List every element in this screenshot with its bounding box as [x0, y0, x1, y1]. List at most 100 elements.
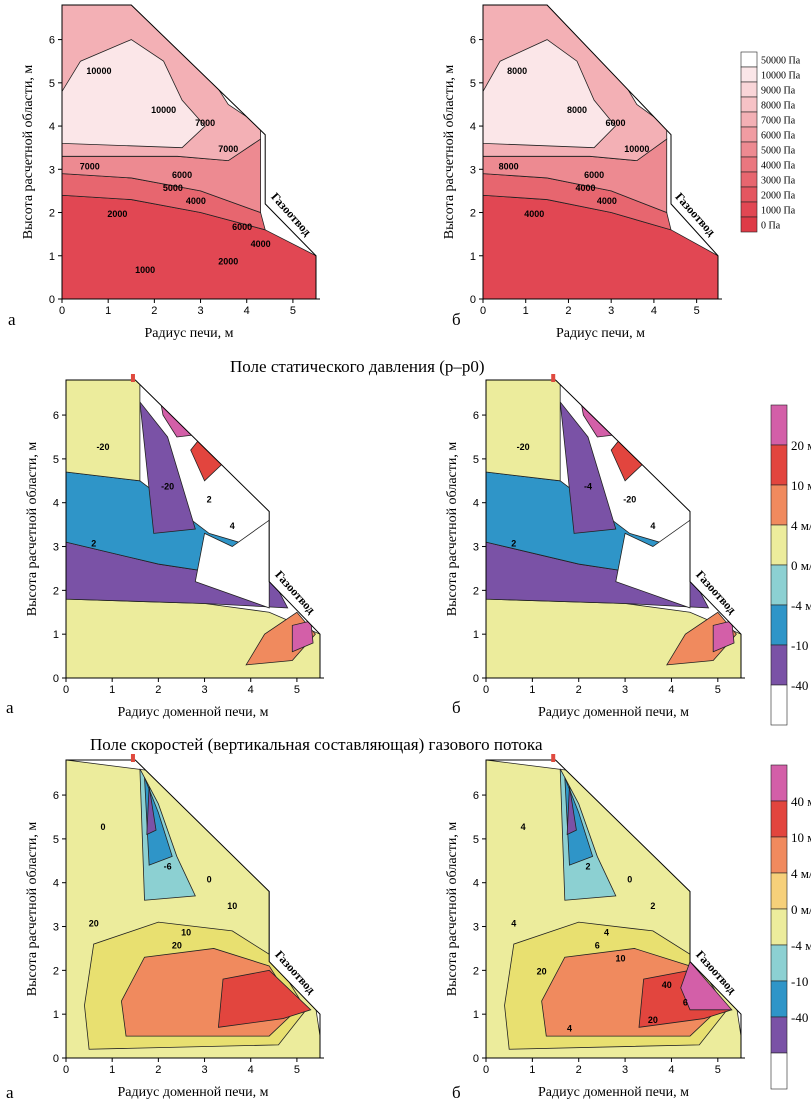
y-tick-label: 3 [470, 164, 476, 176]
furnace-outline [482, 4, 719, 300]
y-tick-label: 1 [470, 251, 476, 263]
x-axis-label: Радиус доменной печи, м [538, 1085, 689, 1100]
y-tick-label: 2 [473, 965, 479, 977]
contour-label: 4 [567, 1024, 572, 1034]
contour-band [217, 969, 312, 1028]
y-tick-label: 6 [53, 790, 59, 802]
contour-band [486, 380, 561, 482]
legend-swatch [770, 444, 788, 486]
contour-label: 20 [537, 967, 547, 977]
panel-0-0: 0 1 2 3 4 5 0 1 2 3 4 5 6 Радиус печи, м Высота расчет… [8, 4, 320, 341]
y-tick-label: 1 [53, 629, 59, 641]
contour-label: 2 [650, 901, 655, 911]
legend-label: -40 м/с [791, 1010, 811, 1025]
legend-swatch [770, 604, 788, 646]
x-tick-label: 5 [694, 305, 700, 317]
legend-swatch [740, 216, 758, 233]
legend-label: 7000 Па [761, 115, 796, 126]
legend-label: 3000 Па [761, 175, 796, 186]
contour-fill [66, 760, 320, 1058]
contour-band [194, 519, 270, 609]
contour-label: 8000 [499, 161, 519, 171]
x-axis-label: Радиус доменной печи, м [538, 705, 689, 720]
panel-letter: б [452, 310, 461, 329]
x-tick-label: 4 [668, 684, 674, 696]
furnace-outline [61, 4, 317, 300]
y-tick-label: 0 [473, 1053, 479, 1065]
legend-label: 4 м/с [791, 518, 811, 533]
legend-swatch [740, 66, 758, 83]
legend-swatch [770, 836, 788, 874]
y-tick-label: 4 [49, 121, 55, 133]
legend-swatch [770, 944, 788, 982]
panel-0-1: 0 1 2 3 4 5 0 1 2 3 4 5 6 Радиус печи, м Высота расчет… [442, 4, 722, 341]
contour-label: 1000 [135, 265, 155, 275]
y-tick-label: 5 [470, 78, 476, 90]
x-tick-label: 5 [715, 684, 721, 696]
contour-label: 2000 [218, 256, 238, 266]
legend-swatch [740, 141, 758, 158]
y-tick-label: 4 [473, 878, 479, 890]
contour-label: -20 [96, 442, 109, 452]
contour-band [559, 400, 617, 534]
x-tick-label: 0 [63, 684, 69, 696]
legend-swatch [770, 1052, 788, 1090]
legend-label: 2000 Па [761, 190, 796, 201]
x-axis-label: Радиус печи, м [144, 326, 233, 341]
contour-label: 4 [521, 822, 526, 832]
contour-label: 4000 [251, 239, 271, 249]
y-axis-label: Высота расчетной области, м [21, 65, 36, 240]
y-tick-label: 2 [49, 208, 55, 220]
contour-label: 6000 [172, 170, 192, 180]
panel-2-1: 0 1 2 3 4 5 0 1 2 3 4 5 6 Радиус доменной печи, м Высо… [445, 754, 745, 1102]
contour-label: 8000 [507, 66, 527, 76]
y-tick-label: 3 [473, 922, 479, 934]
legend-label: 10 м/с [791, 478, 811, 493]
legend-label: 0 м/с [791, 902, 811, 917]
contour-fill [486, 380, 741, 678]
y-tick-label: 6 [49, 35, 55, 47]
caption-velocity-field: Поле скоростей (вертикальная составляюща… [90, 735, 543, 754]
legend-swatch [770, 872, 788, 910]
contour-band [146, 786, 157, 836]
x-tick-label: 4 [248, 1064, 254, 1076]
panel-letter: а [8, 310, 16, 329]
contour-label: 20 [89, 919, 99, 929]
contour-label: 4000 [597, 196, 617, 206]
contour-band [483, 194, 718, 299]
legend-label: 50000 Па [761, 55, 801, 66]
y-tick-label: 5 [473, 454, 479, 466]
contour-label: 4000 [186, 196, 206, 206]
legend-label: 0 Па [761, 220, 781, 231]
contour-band [139, 400, 196, 534]
x-tick-label: 3 [622, 684, 628, 696]
contour-label: 6 [595, 940, 600, 950]
x-tick-label: 5 [290, 305, 296, 317]
inlet-marker [551, 374, 556, 382]
y-tick-label: 2 [53, 585, 59, 597]
contour-label: 10000 [151, 105, 176, 115]
legend-label: 9000 Па [761, 85, 796, 96]
x-tick-label: 0 [480, 305, 486, 317]
contour-band [62, 194, 316, 299]
y-tick-label: 1 [473, 1009, 479, 1021]
legend-label: -40 м/с [791, 678, 811, 693]
legend-swatch [740, 186, 758, 203]
x-tick-label: 4 [248, 684, 254, 696]
legend-label: 20 м/с [791, 438, 811, 453]
legend-1: 20 м/с 10 м/с 4 м/с 0 м/с -4 м/с -10 м/с -40 м… [770, 404, 811, 726]
x-tick-label: 4 [668, 1064, 674, 1076]
contour-label: 10 [615, 954, 625, 964]
contour-band [566, 786, 577, 836]
contour-label: 4 [511, 919, 516, 929]
y-tick-label: 3 [53, 922, 59, 934]
y-tick-label: 0 [49, 294, 55, 306]
contour-label: -20 [517, 442, 530, 452]
y-axis-label: Высота расчетной области, м [445, 442, 460, 617]
x-axis-label: Радиус печи, м [556, 326, 645, 341]
legend-swatch [770, 404, 788, 446]
contour-fill [483, 5, 718, 299]
x-tick-label: 3 [201, 684, 207, 696]
contour-fill [62, 5, 316, 299]
panel-1-1: 0 1 2 3 4 5 0 1 2 3 4 5 6 Радиус доменной печи, м Высо… [445, 374, 745, 720]
